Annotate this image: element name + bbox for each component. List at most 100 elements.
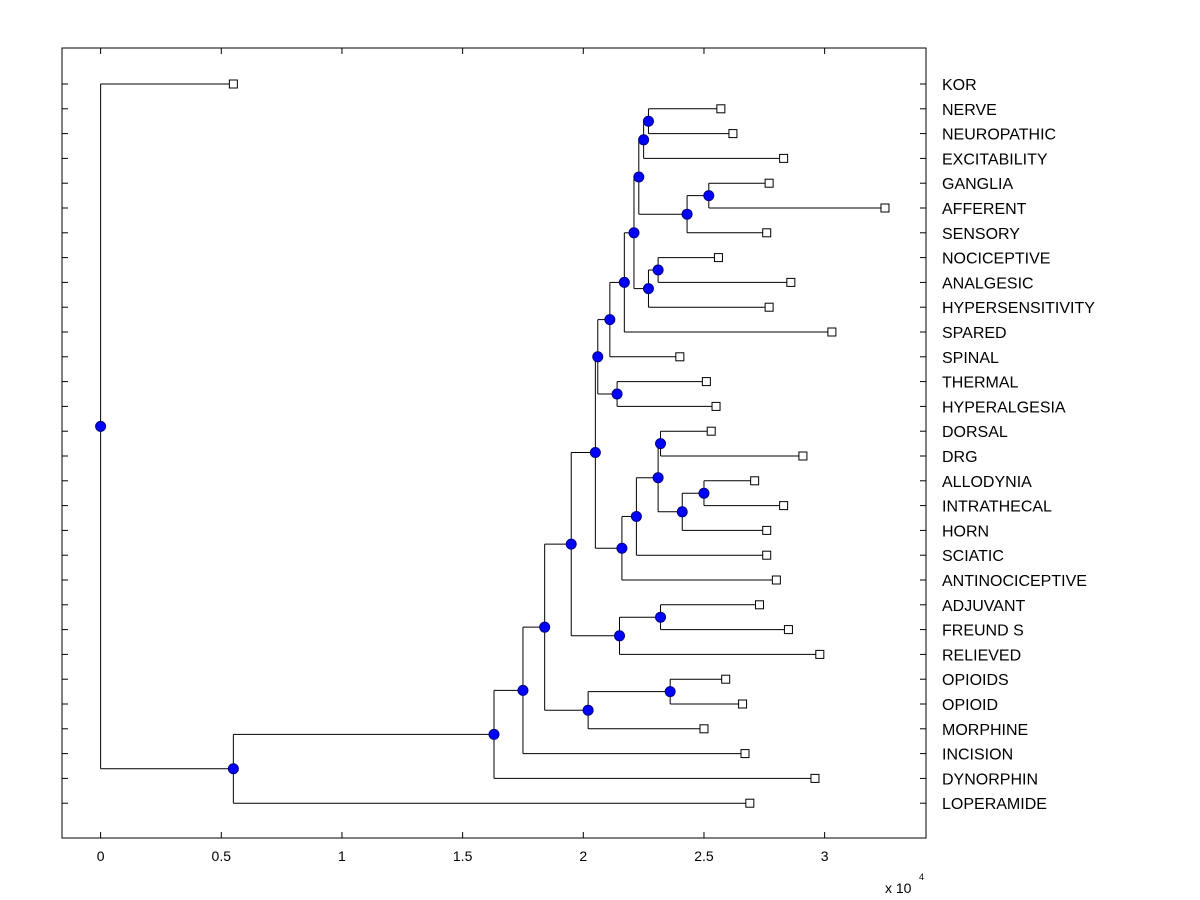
leaf-marker [711,401,721,411]
leaf-marker [762,525,772,535]
leaf-marker [699,724,709,734]
merge-node [592,351,604,363]
leaf-marker [764,178,774,188]
merge-node [664,686,676,698]
merge-node [604,314,616,326]
leaf-label: GANGLIA [942,176,1013,193]
leaf-marker [786,277,796,287]
branch-lines [100,83,885,804]
merge-node [676,506,688,518]
merge-node [655,438,667,450]
leaf-marker [738,699,748,709]
x-scale-exponent: 4 [919,872,924,882]
merge-node [582,704,594,716]
leaf-label: SENSORY [942,226,1020,243]
merge-node [488,728,500,740]
merge-node [703,190,715,202]
merge-node [655,611,667,623]
leaf-label: KOR [942,77,977,94]
leaf-marker [783,625,793,635]
merge-node [613,630,625,642]
x-tick-label: 3 [821,848,829,864]
leaf-marker [740,749,750,759]
leaf-label: DYNORPHIN [942,771,1038,788]
plot-frame [61,47,927,839]
leaf-label: HYPERALGESIA [942,399,1066,416]
leaf-marker [728,129,738,139]
merge-node [642,283,654,295]
merge-node [642,115,654,127]
leaf-label: OPIOIDS [942,672,1009,689]
leaf-label: HYPERSENSITIVITY [942,300,1095,317]
merge-node [698,487,710,499]
merge-node [618,276,630,288]
x-tick-label: 1.5 [453,848,473,864]
merge-node [227,763,239,775]
x-scale-label: x 10 [885,880,912,896]
leaf-marker [228,79,238,89]
merge-node [630,510,642,522]
leaf-marker [779,153,789,163]
leaf-marker [745,798,755,808]
merge-node [628,227,640,239]
leaf-marker [721,674,731,684]
leaf-label: DORSAL [942,424,1008,441]
leaf-label: LOPERAMIDE [942,796,1047,813]
merge-node [517,684,529,696]
x-tick-label: 1 [338,848,346,864]
leaf-label: RELIEVED [942,647,1021,664]
leaf-label: SCIATIC [942,548,1004,565]
leaf-label: ADJUVANT [942,598,1025,615]
leaf-label: NOCICEPTIVE [942,251,1050,268]
axes [61,47,927,839]
merge-node [681,208,693,220]
leaf-marker [675,352,685,362]
leaf-label: DRG [942,449,978,466]
x-tick-label: 2 [579,848,587,864]
merge-node [611,388,623,400]
merge-node [565,538,577,550]
leaf-label: SPARED [942,325,1007,342]
leaf-marker [716,104,726,114]
leaf-label: THERMAL [942,375,1019,392]
leaf-marker [713,253,723,263]
merge-node [638,134,650,146]
leaf-label: NERVE [942,102,997,119]
leaf-label: ANTINOCICEPTIVE [942,573,1087,590]
merge-node [589,447,601,459]
leaf-marker [706,426,716,436]
merge-nodes [95,115,715,775]
leaf-label: ALLODYNIA [942,474,1032,491]
leaf-marker [798,451,808,461]
merge-node [539,621,551,633]
leaf-labels: KOR NERVE NEUROPATHIC EXCITABILITY GANGLIA AF… [942,77,1095,813]
leaf-label: EXCITABILITY [942,151,1048,168]
leaf-label: MORPHINE [942,722,1028,739]
leaf-marker [880,203,890,213]
x-tick-labels: 0 0.5 1 1.5 2 2.5 3 [97,848,829,864]
x-tick-label: 0.5 [212,848,232,864]
x-tick-label: 0 [97,848,105,864]
leaf-label: INCISION [942,747,1013,764]
leaf-marker [779,501,789,511]
merge-node [616,542,628,554]
merge-node [633,171,645,183]
leaf-marker [815,649,825,659]
leaf-label: OPIOID [942,697,998,714]
leaf-label: FREUND S [942,623,1024,640]
merge-node [652,472,664,484]
leaf-marker [771,575,781,585]
leaf-marker [810,773,820,783]
leaf-label: AFFERENT [942,201,1027,218]
leaf-label: INTRATHECAL [942,499,1052,516]
leaf-marker [701,377,711,387]
x-tick-label: 2.5 [694,848,714,864]
leaf-marker [754,600,764,610]
leaf-label: HORN [942,523,989,540]
leaf-label: ANALGESIC [942,275,1034,292]
leaf-label: NEUROPATHIC [942,127,1056,144]
leaf-marker [827,327,837,337]
merge-node [95,420,107,432]
leaf-marker [764,302,774,312]
